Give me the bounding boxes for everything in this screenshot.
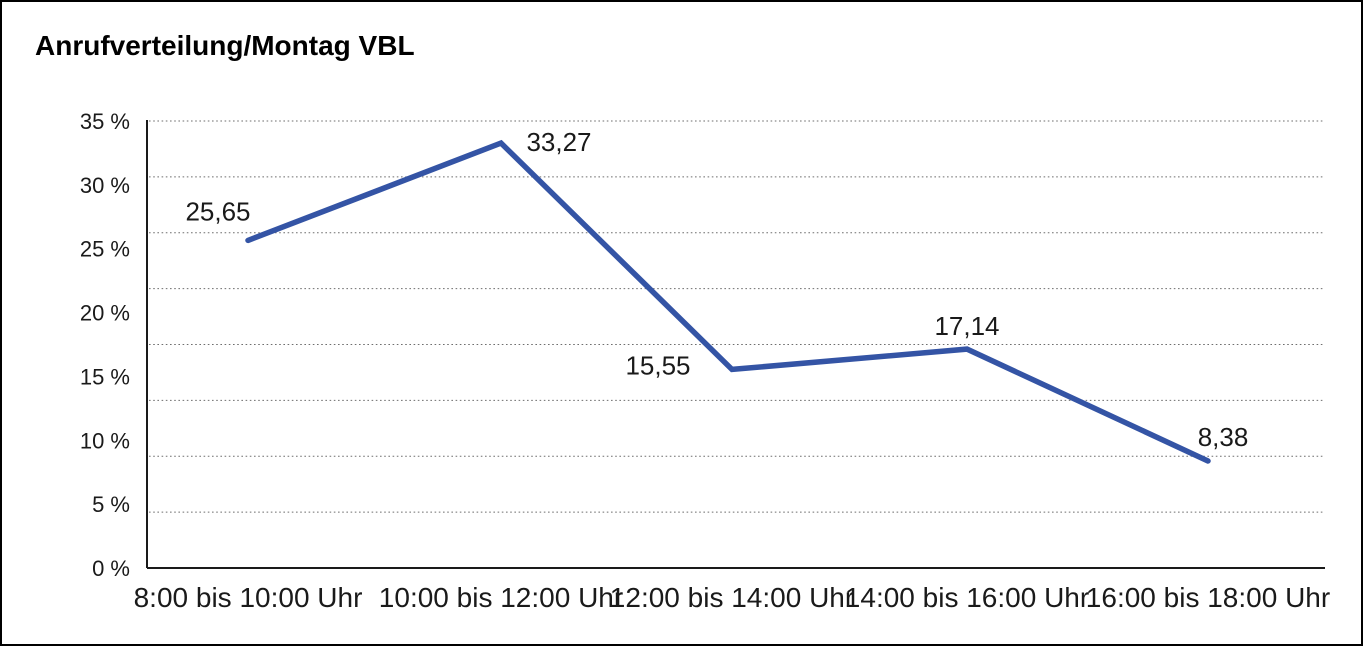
x-axis-category-label: 12:00 bis 14:00 Uhr [610,582,854,613]
y-axis-tick-label: 25 % [80,237,130,262]
y-axis-tick-label: 10 % [80,428,130,453]
data-point-label: 17,14 [934,311,999,341]
y-axis-tick-label: 15 % [80,364,130,389]
y-axis-tick-label: 0 % [92,556,130,581]
x-axis-category-label: 16:00 bis 18:00 Uhr [1086,582,1330,613]
x-axis-category-label: 10:00 bis 12:00 Uhr [379,582,623,613]
y-axis-tick-label: 5 % [92,492,130,517]
data-point-label: 15,55 [625,350,690,380]
data-line [245,139,1211,464]
data-point-label: 8,38 [1198,422,1249,452]
x-axis-category-label: 8:00 bis 10:00 Uhr [134,582,363,613]
y-axis-tick-label: 30 % [80,173,130,198]
y-axis-tick-label: 20 % [80,301,130,326]
x-axis-category-label: 14:00 bis 16:00 Uhr [845,582,1089,613]
data-point-label: 33,27 [526,127,591,157]
data-point-label: 25,65 [185,196,250,226]
y-axis-tick-label: 35 % [80,109,130,134]
chart-title: Anrufverteilung/Montag VBL [35,30,415,61]
